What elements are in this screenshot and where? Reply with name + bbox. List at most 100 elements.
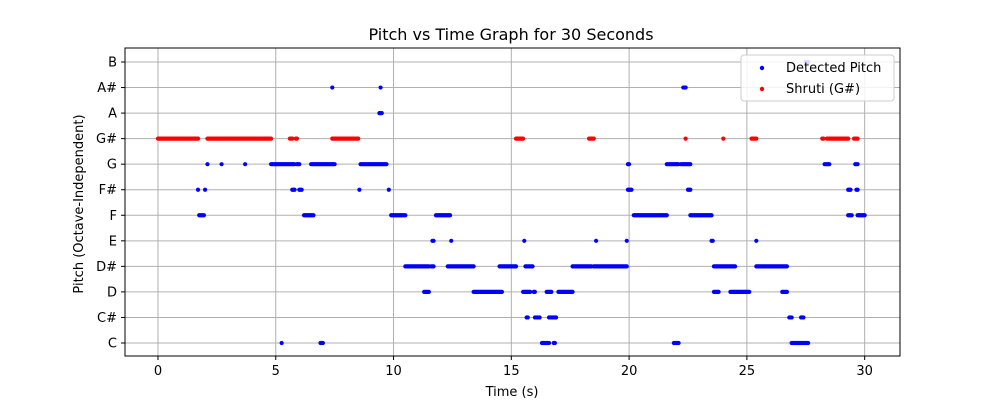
pitch-point xyxy=(426,289,431,295)
pitch-point xyxy=(570,289,575,295)
pitch-point xyxy=(784,289,790,295)
pitch-point xyxy=(294,136,300,141)
pitch-point xyxy=(357,187,362,192)
pitch-point xyxy=(624,264,629,269)
pitch-point xyxy=(386,187,391,192)
y-tick-label: E xyxy=(109,234,117,249)
pitch-point xyxy=(299,187,304,192)
legend-marker-detected-pitch xyxy=(759,65,765,71)
pitch-point xyxy=(530,264,535,269)
pitch-point xyxy=(855,187,860,192)
pitch-point xyxy=(855,136,860,141)
pitch-point xyxy=(513,264,519,269)
pitch-point xyxy=(532,289,537,295)
pitch-point xyxy=(290,136,295,141)
y-tick-label: C# xyxy=(97,311,117,326)
pitch-point xyxy=(789,315,794,320)
pitch-point xyxy=(243,162,248,167)
pitch-point xyxy=(268,136,274,141)
legend-marker-shruti xyxy=(759,86,765,92)
pitch-point xyxy=(733,264,738,269)
pitch-point xyxy=(219,162,224,167)
x-ticks: 0 5 10 15 20 25 30 xyxy=(154,356,873,379)
y-ticks: C C# D D# EF F# G G# A A# B xyxy=(96,56,125,352)
x-axis-label: Time (s) xyxy=(485,385,539,400)
pitch-point xyxy=(801,315,806,320)
pitch-point xyxy=(594,238,599,243)
pitch-point xyxy=(546,340,552,346)
pitch-point xyxy=(591,136,596,141)
pitch-point xyxy=(827,162,832,167)
pitch-point xyxy=(754,136,759,141)
x-tick-label: 20 xyxy=(621,364,638,379)
pitch-point xyxy=(716,289,721,295)
y-tick-label: F# xyxy=(99,183,117,198)
pitch-point xyxy=(356,136,361,141)
pitch-point xyxy=(403,213,408,218)
pitch-point xyxy=(292,187,297,192)
legend: Detected Pitch Shruti (G#) xyxy=(740,54,895,102)
pitch-point xyxy=(205,162,210,167)
pitch-point xyxy=(784,264,790,269)
pitch-point xyxy=(201,213,207,218)
pitch-point xyxy=(384,162,389,167)
pitch-point xyxy=(195,187,201,192)
legend-label-detected-pitch: Detected Pitch xyxy=(786,61,881,76)
y-tick-label: G xyxy=(107,158,117,173)
pitch-point xyxy=(747,289,752,295)
pitch-point xyxy=(688,187,693,192)
pitch-point xyxy=(683,85,688,90)
pitch-point xyxy=(806,340,811,346)
pitch-point xyxy=(378,85,383,90)
pitch-point xyxy=(525,315,530,320)
x-tick-label: 0 xyxy=(154,364,162,379)
y-tick-label: A# xyxy=(97,81,117,96)
pitch-point xyxy=(629,187,634,192)
pitch-point xyxy=(537,315,542,320)
x-tick-label: 30 xyxy=(856,364,873,379)
pitch-point xyxy=(549,289,554,295)
series-0 xyxy=(195,59,867,346)
legend-label-shruti: Shruti (G#) xyxy=(786,82,860,97)
series-1 xyxy=(155,136,860,141)
pitch-point xyxy=(431,238,436,243)
pitch-point xyxy=(522,238,527,243)
pitch-point xyxy=(846,136,851,141)
legend-box xyxy=(740,54,895,102)
y-tick-label: A xyxy=(108,107,117,122)
y-axis-label: Pitch (Octave-Independent) xyxy=(72,114,87,293)
pitch-point xyxy=(676,340,681,346)
pitch-point xyxy=(297,162,302,167)
pitch-point xyxy=(664,213,669,218)
pitch-point xyxy=(754,238,759,243)
chart-title: Pitch vs Time Graph for 30 Seconds xyxy=(368,25,653,44)
pitch-point xyxy=(710,238,715,243)
pitch-point xyxy=(627,162,632,167)
pitch-point xyxy=(311,213,316,218)
x-tick-label: 15 xyxy=(503,364,520,379)
pitch-point xyxy=(683,136,688,141)
pitch-point xyxy=(521,136,526,141)
pitch-point xyxy=(624,238,629,243)
y-tick-label: D xyxy=(107,285,117,300)
pitch-point xyxy=(862,213,867,218)
pitch-point xyxy=(332,162,337,167)
y-tick-label: C xyxy=(108,337,117,352)
y-tick-label: F xyxy=(110,209,117,224)
x-tick-label: 5 xyxy=(272,364,280,379)
pitch-point xyxy=(320,340,325,346)
pitch-point xyxy=(849,213,854,218)
pitch-point xyxy=(552,340,558,346)
x-tick-label: 25 xyxy=(739,364,756,379)
pitch-point xyxy=(848,187,853,192)
data-points xyxy=(155,59,867,346)
pitch-point xyxy=(279,340,284,346)
pitch-point xyxy=(471,264,476,269)
x-tick-label: 10 xyxy=(385,364,402,379)
pitch-point xyxy=(202,187,208,192)
pitch-point xyxy=(447,213,453,218)
pitch-point xyxy=(195,136,201,141)
pitch-point xyxy=(528,289,533,295)
pitch-point xyxy=(688,162,693,167)
